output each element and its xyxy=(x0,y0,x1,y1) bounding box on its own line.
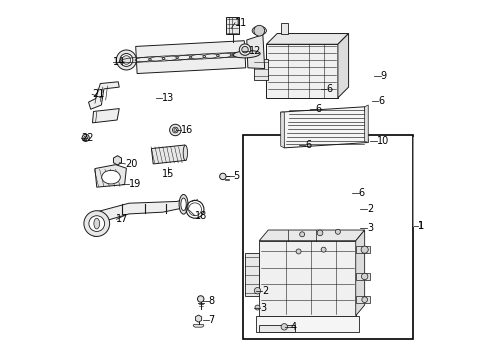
Polygon shape xyxy=(356,230,365,316)
Polygon shape xyxy=(196,315,202,322)
Polygon shape xyxy=(281,23,288,33)
Text: 11: 11 xyxy=(235,18,247,28)
Circle shape xyxy=(254,288,261,294)
Bar xyxy=(226,17,239,34)
Circle shape xyxy=(174,129,177,131)
Text: 6: 6 xyxy=(378,96,384,107)
Polygon shape xyxy=(254,59,268,80)
Circle shape xyxy=(172,127,178,133)
Circle shape xyxy=(239,44,251,55)
Polygon shape xyxy=(256,316,359,332)
Ellipse shape xyxy=(181,198,186,211)
Circle shape xyxy=(361,246,368,253)
Text: 14: 14 xyxy=(113,57,125,67)
Circle shape xyxy=(362,273,368,280)
Polygon shape xyxy=(281,107,368,148)
Polygon shape xyxy=(245,253,259,296)
Text: 2: 2 xyxy=(262,286,268,296)
Text: 6: 6 xyxy=(359,188,365,198)
Circle shape xyxy=(296,249,301,254)
Polygon shape xyxy=(338,33,348,98)
Text: 19: 19 xyxy=(129,179,141,189)
Text: 9: 9 xyxy=(381,71,387,81)
Polygon shape xyxy=(114,156,122,165)
Polygon shape xyxy=(259,230,365,241)
Circle shape xyxy=(120,54,133,66)
Text: 20: 20 xyxy=(125,159,138,169)
Circle shape xyxy=(321,247,326,252)
Circle shape xyxy=(84,211,110,237)
Ellipse shape xyxy=(233,51,260,58)
Text: 3: 3 xyxy=(260,303,266,313)
Polygon shape xyxy=(93,109,119,123)
Polygon shape xyxy=(95,165,126,187)
Circle shape xyxy=(117,50,136,70)
Text: 8: 8 xyxy=(209,296,215,306)
Circle shape xyxy=(300,232,305,237)
Text: 13: 13 xyxy=(162,93,174,103)
Text: 1: 1 xyxy=(418,221,424,231)
Text: 7: 7 xyxy=(209,315,215,325)
Polygon shape xyxy=(151,145,186,164)
Text: 1: 1 xyxy=(418,221,424,231)
Circle shape xyxy=(362,297,368,302)
Ellipse shape xyxy=(183,145,188,161)
Polygon shape xyxy=(356,273,370,280)
Circle shape xyxy=(317,230,323,236)
Circle shape xyxy=(254,25,265,36)
Polygon shape xyxy=(247,35,265,68)
Text: 18: 18 xyxy=(195,211,207,221)
Polygon shape xyxy=(356,246,370,253)
Text: 5: 5 xyxy=(234,171,240,181)
Text: 17: 17 xyxy=(117,214,129,224)
Ellipse shape xyxy=(102,170,121,184)
Polygon shape xyxy=(93,200,184,237)
Polygon shape xyxy=(193,324,204,327)
Circle shape xyxy=(89,216,104,231)
Circle shape xyxy=(220,173,226,180)
Circle shape xyxy=(170,124,181,136)
Circle shape xyxy=(242,46,248,53)
Text: 2: 2 xyxy=(367,203,373,213)
Polygon shape xyxy=(259,241,356,316)
Text: 6: 6 xyxy=(316,104,322,113)
Polygon shape xyxy=(267,33,348,44)
Circle shape xyxy=(335,229,341,234)
Polygon shape xyxy=(89,82,119,109)
Text: 6: 6 xyxy=(326,84,333,94)
Text: 15: 15 xyxy=(162,168,174,179)
Text: 22: 22 xyxy=(81,133,94,143)
Text: 21: 21 xyxy=(92,89,104,99)
Circle shape xyxy=(197,296,204,302)
Ellipse shape xyxy=(179,194,188,214)
Circle shape xyxy=(255,305,260,310)
Ellipse shape xyxy=(252,26,267,35)
Text: 16: 16 xyxy=(181,125,194,135)
Circle shape xyxy=(84,136,88,140)
Polygon shape xyxy=(259,325,295,332)
Polygon shape xyxy=(365,105,368,143)
Bar xyxy=(243,135,413,339)
Circle shape xyxy=(82,134,89,141)
Text: 3: 3 xyxy=(367,223,373,233)
Polygon shape xyxy=(136,41,245,73)
Circle shape xyxy=(122,56,131,64)
Polygon shape xyxy=(356,296,370,303)
Text: 10: 10 xyxy=(377,136,390,146)
Polygon shape xyxy=(281,112,284,148)
Text: 4: 4 xyxy=(291,322,297,332)
Polygon shape xyxy=(267,44,338,98)
Text: 12: 12 xyxy=(248,46,261,56)
Ellipse shape xyxy=(94,218,99,229)
Text: 6: 6 xyxy=(305,140,311,150)
Circle shape xyxy=(281,324,288,330)
